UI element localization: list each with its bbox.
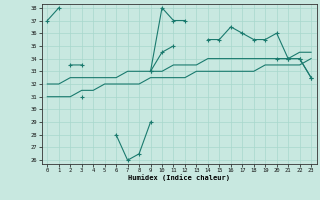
X-axis label: Humidex (Indice chaleur): Humidex (Indice chaleur)	[128, 175, 230, 181]
